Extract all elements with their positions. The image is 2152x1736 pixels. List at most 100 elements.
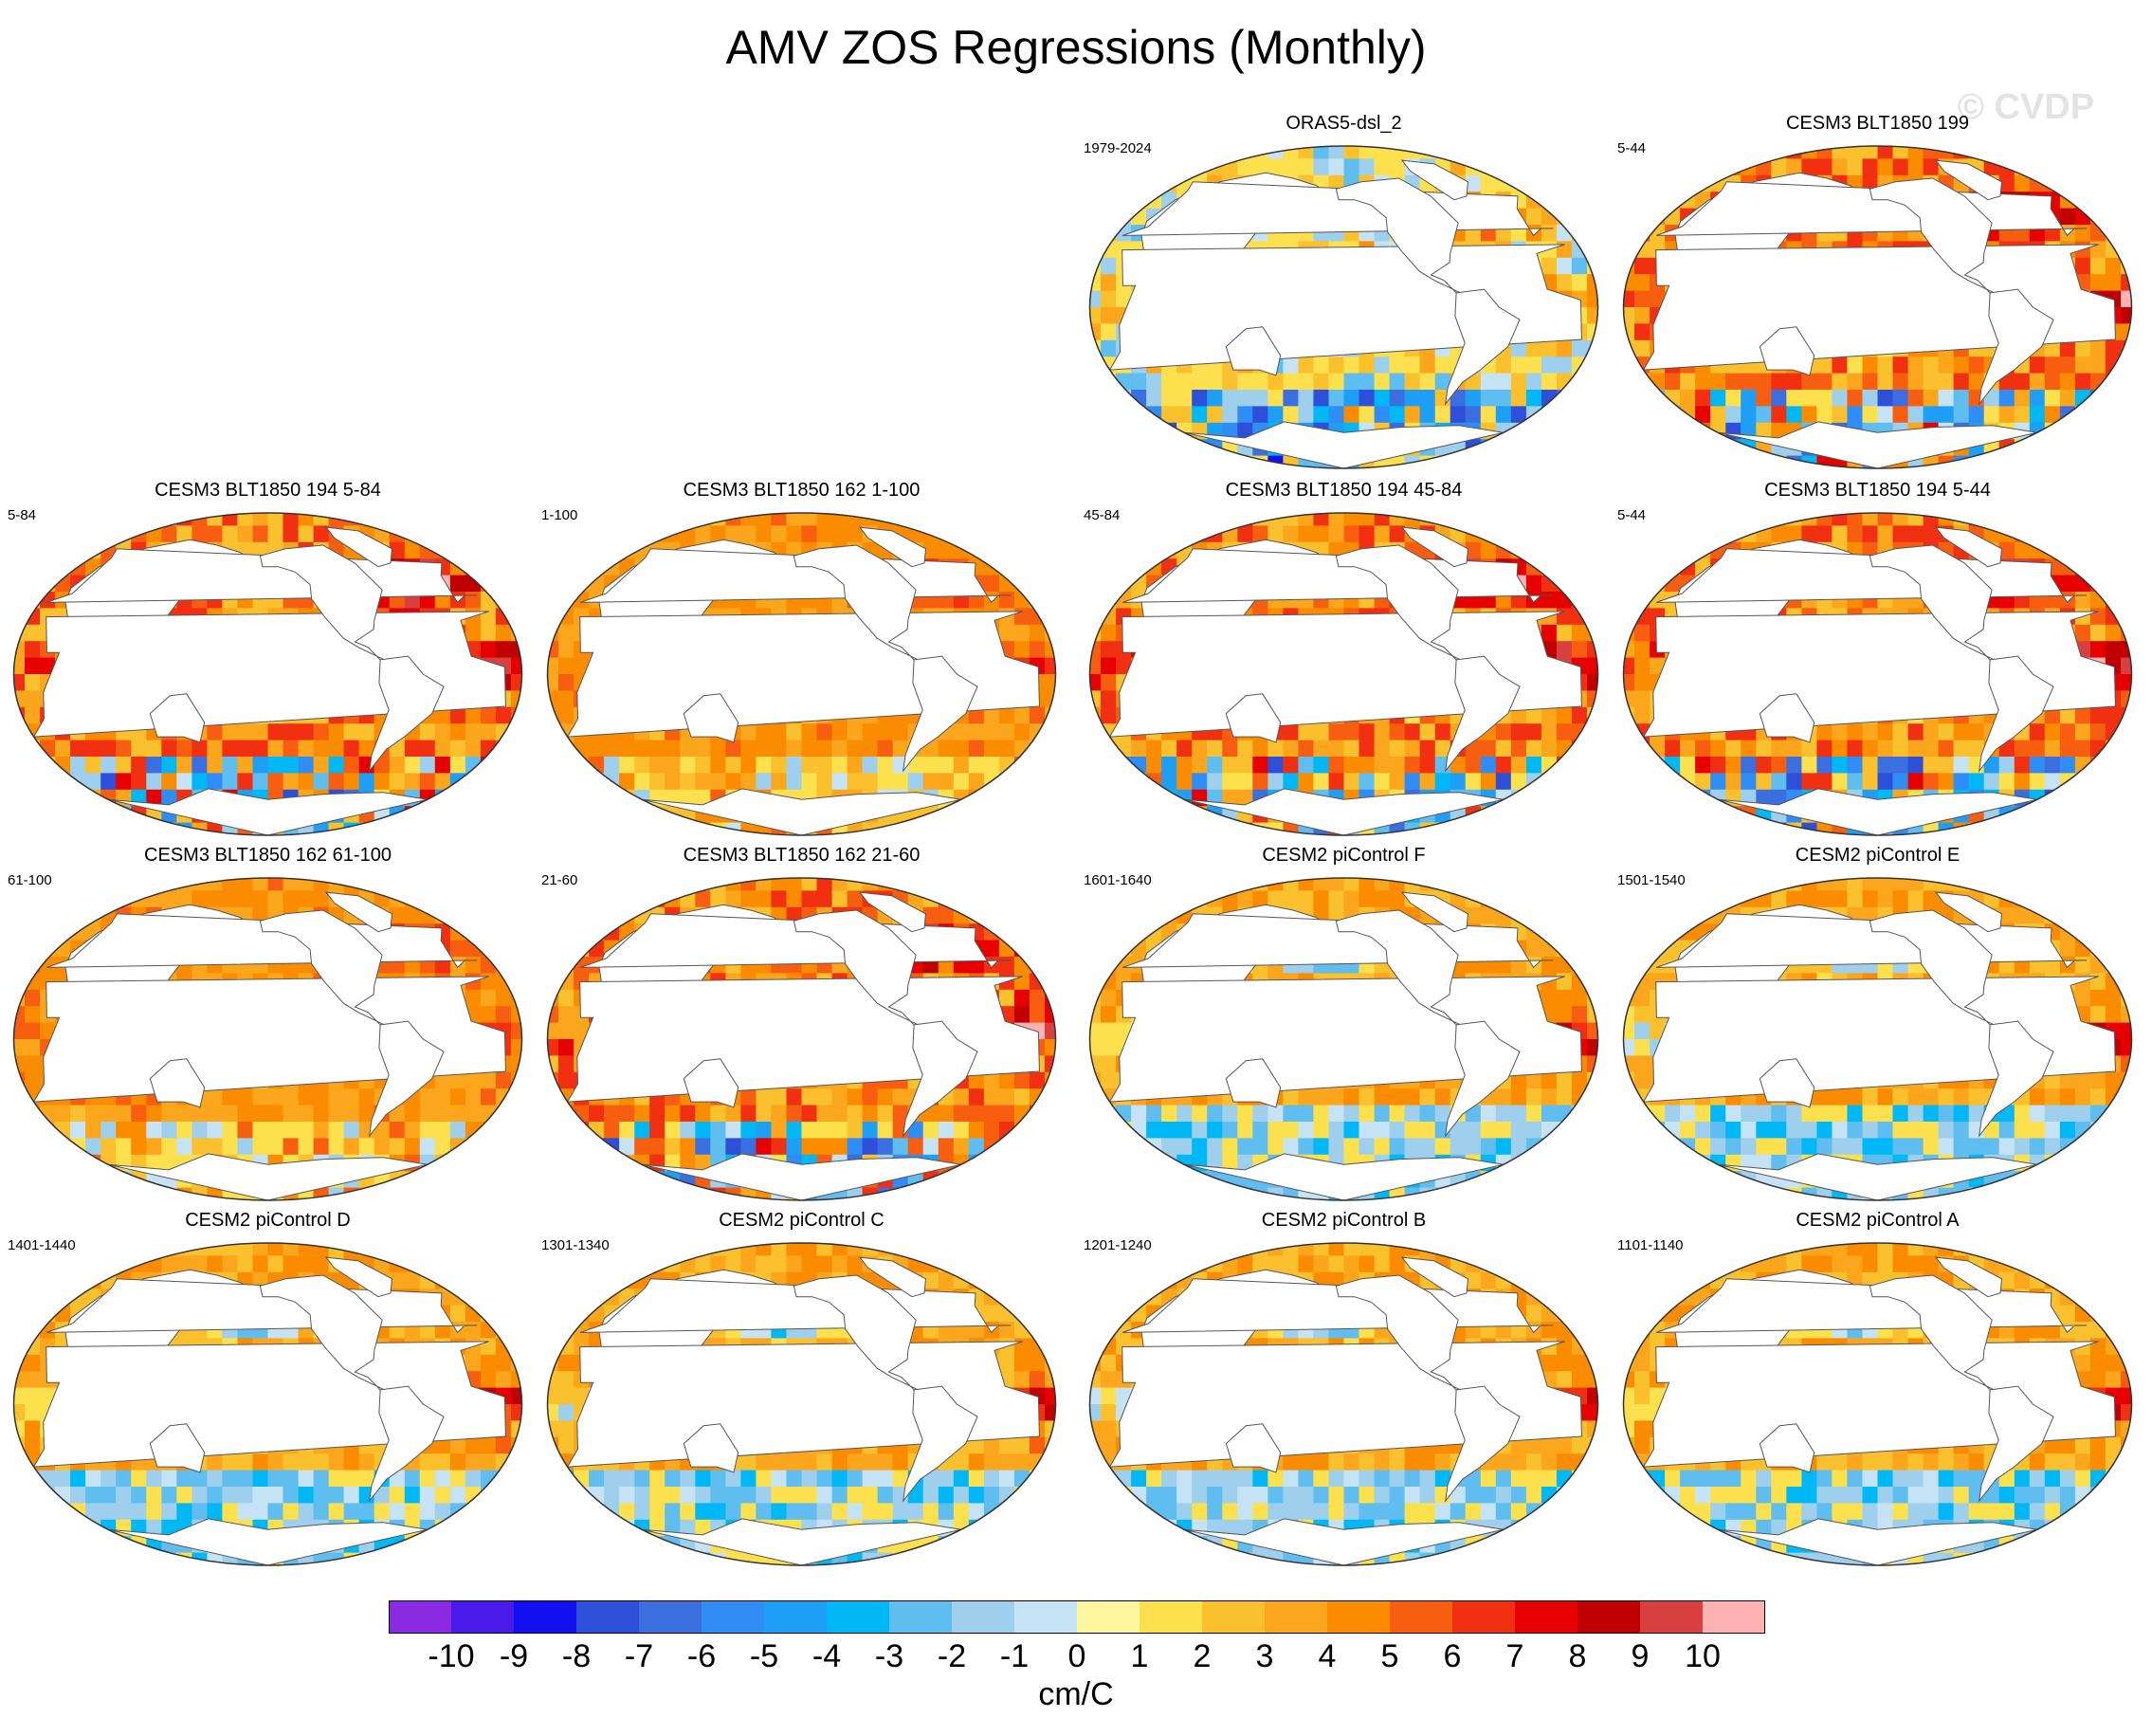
panel-years: 61-100 — [8, 872, 52, 888]
panel-years: 1-100 — [541, 507, 578, 523]
panel-title: CESM2 piControl C — [719, 1210, 885, 1231]
map-panel: CESM3 BLT1850 162 21-60 21-60 — [538, 844, 1065, 1204]
panel-title: CESM2 piControl A — [1796, 1210, 1960, 1231]
map-panel: CESM3 BLT1850 199 5-44 — [1614, 112, 2141, 472]
colorbar-tick-label: 4 — [1318, 1638, 1337, 1674]
colorbar-tick-label: -5 — [749, 1638, 779, 1674]
colorbar-tick-label: -2 — [937, 1638, 967, 1674]
figure-title: AMV ZOS Regressions (Monthly) — [725, 21, 1427, 74]
world-map — [12, 877, 523, 1201]
colorbar-swatch — [514, 1600, 577, 1634]
panel-title: CESM3 BLT1850 194 5-84 — [155, 480, 381, 501]
colorbar-swatch — [1578, 1600, 1641, 1634]
world-map — [1622, 145, 2133, 469]
panel-title: CESM3 BLT1850 194 45-84 — [1225, 480, 1463, 501]
map-panel: CESM3 BLT1850 194 45-84 45-84 — [1081, 479, 1607, 839]
world-map — [546, 877, 1057, 1201]
world-map — [1622, 512, 2133, 836]
colorbar-swatch — [1014, 1600, 1078, 1634]
colorbar-tick-label: -3 — [874, 1638, 904, 1674]
world-map — [12, 1242, 523, 1566]
map-panel: CESM3 BLT1850 194 5-44 5-44 — [1614, 479, 2141, 839]
colorbar-swatch — [1327, 1600, 1391, 1634]
colorbar-swatch — [1265, 1600, 1328, 1634]
world-map — [1088, 512, 1599, 836]
panel-title: CESM3 BLT1850 162 1-100 — [683, 480, 921, 501]
world-map — [1088, 1242, 1599, 1566]
colorbar-swatch — [952, 1600, 1015, 1634]
colorbar-tick-label: 3 — [1255, 1638, 1274, 1674]
colorbar-swatch — [451, 1600, 515, 1634]
map-panel: ORAS5-dsl_2 1979-2024 — [1081, 112, 1607, 472]
map-panel: CESM2 piControl C 1301-1340 — [538, 1209, 1065, 1569]
colorbar-tick-label: 8 — [1568, 1638, 1587, 1674]
colorbar-swatch — [764, 1600, 828, 1634]
panel-years: 5-44 — [1617, 507, 1647, 523]
world-map — [1088, 145, 1599, 469]
panel-years: 1401-1440 — [8, 1237, 76, 1253]
colorbar-swatch — [1390, 1600, 1453, 1634]
colorbar-tick-label: -7 — [624, 1638, 654, 1674]
colorbar-tick-label: -9 — [499, 1638, 529, 1674]
panel-years: 5-44 — [1617, 140, 1647, 156]
colorbar-tick-label: -8 — [561, 1638, 592, 1674]
colorbar-tick-label: 10 — [1685, 1638, 1721, 1674]
colorbar-tick-label: -6 — [686, 1638, 717, 1674]
panel-years: 21-60 — [541, 872, 578, 888]
world-map — [12, 512, 523, 836]
panel-title: CESM2 piControl B — [1261, 1210, 1427, 1231]
panel-years: 1979-2024 — [1084, 140, 1152, 156]
colorbar-swatch — [1140, 1600, 1203, 1634]
panel-title: CESM3 BLT1850 194 5-44 — [1764, 480, 1991, 501]
colorbar-tick-label: -4 — [812, 1638, 842, 1674]
colorbar-tick-label: 5 — [1380, 1638, 1399, 1674]
panel-title: CESM3 BLT1850 199 — [1785, 113, 1970, 134]
colorbar-tick-label: 7 — [1505, 1638, 1524, 1674]
colorbar-tick-label: 1 — [1130, 1638, 1149, 1674]
world-map — [546, 1242, 1057, 1566]
map-panel: CESM2 piControl D 1401-1440 — [5, 1209, 531, 1569]
world-map — [1622, 1242, 2133, 1566]
colorbar-tick-label: 6 — [1443, 1638, 1462, 1674]
panel-years: 1601-1640 — [1084, 872, 1152, 888]
colorbar-swatch — [702, 1600, 765, 1634]
colorbar-swatch — [1703, 1600, 1765, 1634]
watermark: © CVDP — [1958, 87, 2095, 127]
panel-title: CESM2 piControl D — [185, 1210, 351, 1231]
colorbar — [389, 1600, 1765, 1634]
map-panel: CESM3 BLT1850 162 61-100 61-100 — [5, 844, 531, 1204]
colorbar-swatch — [1640, 1600, 1704, 1634]
panel-years: 1301-1340 — [541, 1237, 610, 1253]
colorbar-swatch — [1515, 1600, 1578, 1634]
colorbar-swatch — [1077, 1600, 1140, 1634]
colorbar-swatch — [1202, 1600, 1266, 1634]
panel-years: 1101-1140 — [1617, 1237, 1684, 1253]
world-map — [546, 512, 1057, 836]
panel-title: CESM2 piControl F — [1262, 845, 1426, 866]
colorbar-swatch — [1452, 1600, 1516, 1634]
colorbar-swatch — [889, 1600, 953, 1634]
panel-years: 5-84 — [8, 507, 37, 523]
map-panel: CESM2 piControl A 1101-1140 — [1614, 1209, 2141, 1569]
colorbar-units: cm/C — [1038, 1676, 1114, 1712]
map-panel: CESM3 BLT1850 162 1-100 1-100 — [538, 479, 1065, 839]
panel-title: CESM3 BLT1850 162 61-100 — [144, 845, 392, 866]
colorbar-tick-label: -10 — [428, 1638, 475, 1674]
colorbar-tick-labels: -10 -9 -8 -7 -6 -5 -4 -3 -2 -1 0 1 2 3 4 5 6 7 8 9 10 — [389, 1636, 1765, 1684]
panel-years: 1201-1240 — [1084, 1237, 1152, 1253]
colorbar-swatch — [576, 1600, 640, 1634]
panel-years: 45-84 — [1084, 507, 1121, 523]
panel-title: CESM3 BLT1850 162 21-60 — [683, 845, 921, 866]
colorbar-tick-label: 9 — [1631, 1638, 1650, 1674]
colorbar-tick-label: 2 — [1193, 1638, 1212, 1674]
panel-title: ORAS5-dsl_2 — [1286, 113, 1402, 134]
map-panel: CESM2 piControl B 1201-1240 — [1081, 1209, 1607, 1569]
colorbar-swatch — [639, 1600, 702, 1634]
map-panel: CESM2 piControl E 1501-1540 — [1614, 844, 2141, 1204]
colorbar-tick-label: -1 — [999, 1638, 1030, 1674]
panel-title: CESM2 piControl E — [1795, 845, 1961, 866]
colorbar-swatch — [827, 1600, 890, 1634]
world-map — [1088, 877, 1599, 1201]
panel-years: 1501-1540 — [1617, 872, 1686, 888]
colorbar-swatch — [389, 1600, 452, 1634]
